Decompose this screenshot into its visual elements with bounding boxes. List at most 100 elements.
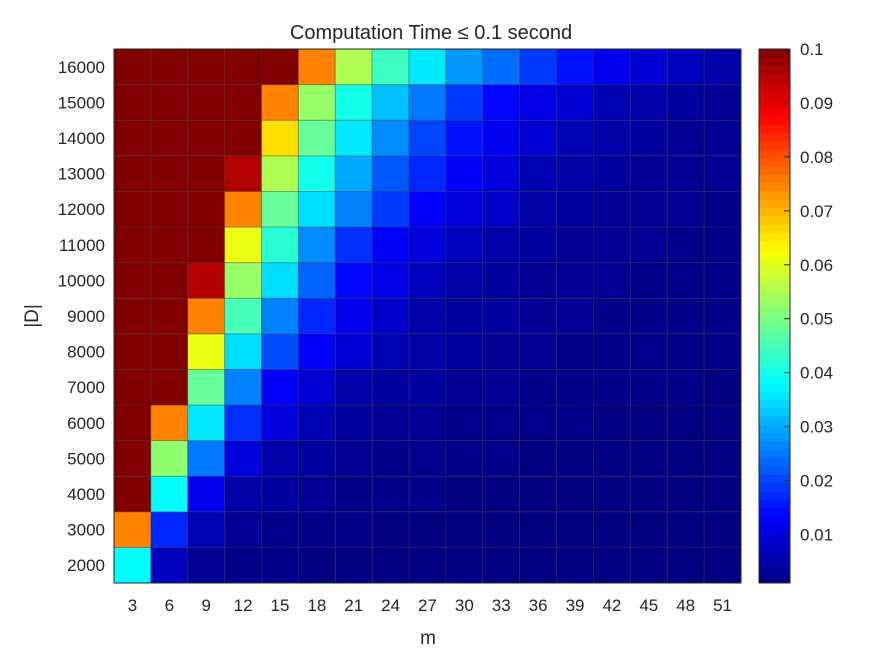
heatmap-cell-m12-d4000 bbox=[224, 475, 263, 513]
heatmap-cell-m27-d9000 bbox=[408, 297, 447, 335]
x-tick-label: 18 bbox=[307, 596, 326, 615]
heatmap-cell-m30-d8000 bbox=[445, 333, 484, 370]
heatmap-cell-m12-d5000 bbox=[224, 440, 263, 477]
colorbar-step bbox=[759, 132, 790, 142]
heatmap-cell-m21-d11000 bbox=[334, 226, 373, 264]
heatmap-cell-m6-d3000 bbox=[150, 511, 189, 548]
heatmap-cell-m24-d11000 bbox=[371, 226, 410, 264]
heatmap-cell-m36-d9000 bbox=[519, 297, 558, 335]
heatmap-cell-m27-d3000 bbox=[408, 511, 447, 548]
heatmap-cell-m21-d9000 bbox=[334, 297, 373, 335]
colorbar-step bbox=[759, 449, 790, 459]
y-tick-label: 15000 bbox=[58, 93, 105, 112]
heatmap-cell-m48-d15000 bbox=[666, 84, 705, 121]
colorbar-step bbox=[759, 499, 790, 509]
heatmap-cell-m51-d11000 bbox=[703, 226, 742, 264]
heatmap-cell-m33-d6000 bbox=[482, 404, 521, 442]
heatmap-cell-m51-d16000 bbox=[703, 48, 742, 86]
heatmap-cell-m21-d14000 bbox=[334, 119, 373, 157]
colorbar-step bbox=[759, 466, 790, 476]
colorbar-step bbox=[759, 382, 790, 392]
heatmap-cell-m48-d7000 bbox=[666, 368, 705, 406]
heatmap-cell-m42-d11000 bbox=[592, 226, 631, 264]
colorbar-step bbox=[759, 299, 790, 309]
colorbar-tick-label: 0.06 bbox=[800, 256, 833, 275]
heatmap-cell-m36-d11000 bbox=[519, 226, 558, 264]
heatmap-cell-m12-d15000 bbox=[224, 84, 263, 121]
colorbar-tick-label: 0.1 bbox=[800, 40, 824, 59]
heatmap-cell-m24-d13000 bbox=[371, 155, 410, 192]
heatmap-cell-m6-d2000 bbox=[150, 546, 189, 584]
colorbar-step bbox=[759, 149, 790, 158]
heatmap-cell-m9-d14000 bbox=[187, 119, 226, 157]
heatmap-cell-m18-d5000 bbox=[297, 440, 336, 477]
x-tick-label: 51 bbox=[713, 596, 732, 615]
colorbar-step bbox=[759, 416, 790, 425]
heatmap-cell-m51-d6000 bbox=[703, 404, 742, 442]
heatmap-cell-m6-d11000 bbox=[150, 226, 189, 264]
heatmap-cell-m27-d2000 bbox=[408, 546, 447, 584]
heatmap-cell-m24-d9000 bbox=[371, 297, 410, 335]
heatmap-cell-m51-d12000 bbox=[703, 190, 742, 228]
heatmap-cell-m9-d9000 bbox=[187, 297, 226, 335]
heatmap-cell-m3-d5000 bbox=[113, 440, 152, 477]
heatmap-cell-m15-d9000 bbox=[261, 297, 299, 335]
heatmap-cell-m39-d15000 bbox=[556, 84, 594, 121]
heatmap-cell-m6-d9000 bbox=[150, 297, 189, 335]
heatmap-cell-m18-d7000 bbox=[297, 368, 336, 406]
colorbar-step bbox=[759, 307, 790, 317]
heatmap-cell-m27-d5000 bbox=[408, 440, 447, 477]
heatmap-cell-m39-d5000 bbox=[556, 440, 594, 477]
colorbar-step bbox=[759, 99, 790, 108]
heatmap-cell-m18-d4000 bbox=[297, 475, 336, 513]
heatmap-cell-m36-d8000 bbox=[519, 333, 558, 370]
heatmap-cell-m51-d8000 bbox=[703, 333, 742, 370]
colorbar-step bbox=[759, 332, 790, 342]
heatmap-cell-m9-d15000 bbox=[187, 84, 226, 121]
heatmap-cell-m39-d12000 bbox=[556, 190, 594, 228]
colorbar-step bbox=[759, 115, 790, 125]
heatmap-cell-m48-d8000 bbox=[666, 333, 705, 370]
x-tick-label: 21 bbox=[344, 596, 363, 615]
heatmap-cell-m9-d6000 bbox=[187, 404, 226, 442]
heatmap-cell-m48-d14000 bbox=[666, 119, 705, 157]
heatmap-cell-m3-d11000 bbox=[113, 226, 152, 264]
heatmap-cell-m6-d5000 bbox=[150, 440, 189, 477]
heatmap-cell-m24-d10000 bbox=[371, 262, 410, 299]
heatmap-cell-m12-d16000 bbox=[224, 48, 263, 86]
heatmap-cell-m27-d11000 bbox=[408, 226, 447, 264]
colorbar-step bbox=[759, 107, 790, 117]
y-tick-label: 14000 bbox=[58, 129, 105, 148]
heatmap-cell-m18-d13000 bbox=[297, 155, 336, 192]
heatmap-cell-m6-d16000 bbox=[150, 48, 189, 86]
x-tick-label: 24 bbox=[381, 596, 400, 615]
heatmap-cell-m48-d4000 bbox=[666, 475, 705, 513]
colorbar-tick-label: 0.02 bbox=[800, 472, 833, 491]
heatmap-cell-m36-d5000 bbox=[519, 440, 558, 477]
heatmap-cell-m45-d14000 bbox=[629, 119, 668, 157]
y-tick-label: 11000 bbox=[59, 236, 105, 255]
heatmap-cell-m21-d2000 bbox=[334, 546, 373, 584]
heatmap-cell-m45-d16000 bbox=[629, 48, 668, 86]
heatmap-cell-m51-d9000 bbox=[703, 297, 742, 335]
heatmap-cell-m48-d16000 bbox=[666, 48, 705, 86]
heatmap-cell-m21-d8000 bbox=[334, 333, 373, 370]
heatmap-cell-m21-d15000 bbox=[334, 84, 373, 121]
heatmap-cell-m24-d2000 bbox=[371, 546, 410, 584]
heatmap-cell-m24-d15000 bbox=[371, 84, 410, 121]
heatmap-cell-m30-d13000 bbox=[445, 155, 484, 192]
heatmap-cell-m12-d7000 bbox=[224, 368, 263, 406]
heatmap-cell-m6-d10000 bbox=[150, 262, 189, 299]
heatmap-cell-m15-d5000 bbox=[261, 440, 299, 477]
heatmap-cell-m12-d6000 bbox=[224, 404, 263, 442]
heatmap-cell-m6-d14000 bbox=[150, 119, 189, 157]
heatmap-cell-m27-d7000 bbox=[408, 368, 447, 406]
x-tick-label: 48 bbox=[676, 596, 695, 615]
heatmap-cell-m12-d12000 bbox=[224, 190, 263, 228]
colorbar-tick-label: 0.04 bbox=[800, 364, 833, 383]
heatmap-cell-m15-d3000 bbox=[261, 511, 299, 548]
heatmap-cell-m42-d6000 bbox=[592, 404, 631, 442]
heatmap-cell-m15-d16000 bbox=[261, 48, 299, 86]
heatmap-cell-m18-d3000 bbox=[297, 511, 336, 548]
heatmap-cell-m48-d10000 bbox=[666, 262, 705, 299]
